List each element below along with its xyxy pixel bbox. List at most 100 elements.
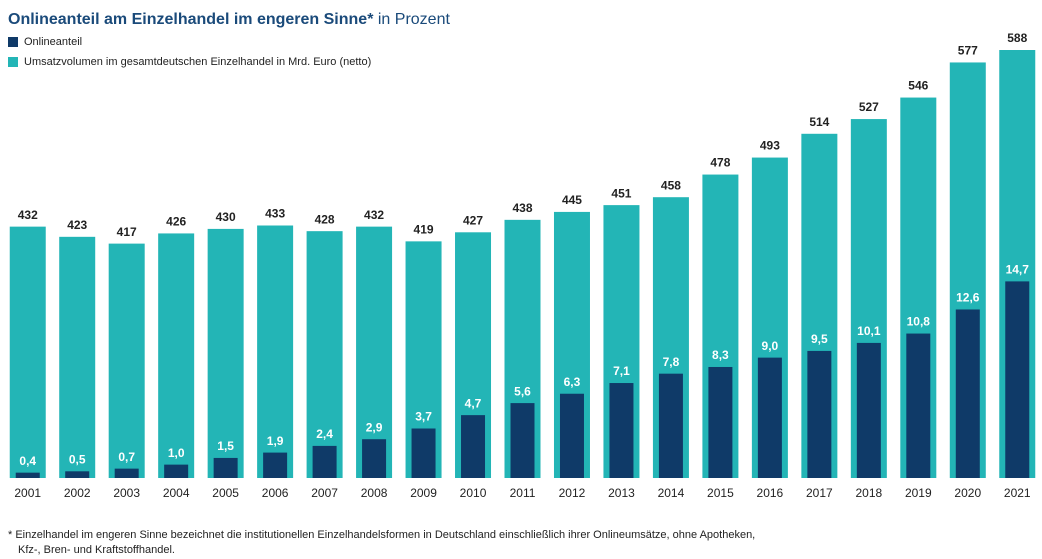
data-label: 438 [512,201,532,215]
x-tick-label: 2013 [608,486,635,500]
volume-bar [257,225,294,478]
online-bar [411,428,436,478]
data-label: 10,1 [857,324,881,338]
volume-bar [108,243,145,478]
x-tick-label: 2002 [64,486,91,500]
legend-label: Onlineanteil [24,36,82,48]
online-bar [362,439,387,478]
data-label: 0,4 [19,454,36,468]
data-label: 451 [611,186,631,200]
x-tick-label: 2017 [806,486,833,500]
x-tick-label: 2006 [262,486,289,500]
data-label: 478 [710,156,730,170]
data-label: 12,6 [956,291,980,305]
data-label: 3,7 [415,410,432,424]
online-bar [164,464,189,478]
volume-bar [306,231,343,478]
online-bar [906,333,931,478]
online-bar [559,393,584,478]
data-label: 6,3 [564,375,581,389]
x-tick-label: 2008 [361,486,388,500]
x-tick-label: 2020 [954,486,981,500]
x-tick-label: 2010 [460,486,487,500]
data-label: 4,7 [465,396,482,410]
data-label: 428 [315,212,335,226]
data-label: 5,6 [514,384,531,398]
volume-bar [59,236,96,478]
volume-bar [356,226,393,478]
data-label: 433 [265,207,285,221]
data-label: 14,7 [1006,263,1030,277]
data-label: 9,0 [762,339,779,353]
online-bar [510,403,535,478]
data-label: 7,1 [613,364,630,378]
data-label: 423 [67,218,87,232]
online-bar [708,366,733,478]
data-label: 588 [1007,31,1027,45]
online-bar [807,350,832,478]
data-label: 427 [463,213,483,227]
data-label: 9,5 [811,332,828,346]
legend-swatch [8,57,18,67]
x-tick-label: 2005 [212,486,239,500]
data-label: 493 [760,139,780,153]
data-label: 546 [908,79,928,93]
data-label: 0,7 [118,450,135,464]
data-label: 432 [364,208,384,222]
chart-title: Onlineanteil am Einzelhandel im engeren … [8,11,374,28]
data-label: 430 [216,210,236,224]
online-bar [15,472,40,478]
online-bar [856,342,881,478]
x-tick-label: 2018 [855,486,882,500]
data-label: 458 [661,178,681,192]
x-tick-label: 2012 [559,486,586,500]
data-label: 527 [859,100,879,114]
legend-swatch [8,37,18,47]
online-bar [757,357,782,478]
data-label: 1,9 [267,434,284,448]
data-label: 426 [166,215,186,229]
data-label: 514 [809,115,829,129]
volume-bar [9,226,46,478]
online-bar [609,383,634,478]
x-tick-label: 2004 [163,486,190,500]
chart-title-group: Onlineanteil am Einzelhandel im engeren … [8,11,450,28]
data-label: 432 [18,208,38,222]
data-label: 1,5 [217,439,234,453]
volume-bar [207,228,244,478]
chart-subtitle: in Prozent [378,11,451,28]
x-tick-label: 2014 [658,486,685,500]
data-label: 445 [562,193,582,207]
online-bar [312,445,337,478]
online-bar [65,471,90,478]
data-label: 1,0 [168,446,185,460]
x-tick-label: 2003 [113,486,140,500]
x-tick-label: 2007 [311,486,338,500]
x-tick-label: 2021 [1004,486,1031,500]
online-bar [955,309,980,478]
data-label: 10,8 [907,315,931,329]
data-label: 419 [414,223,434,237]
x-tick-label: 2019 [905,486,932,500]
data-label: 8,3 [712,348,729,362]
x-tick-label: 2015 [707,486,734,500]
x-tick-label: 2009 [410,486,437,500]
legend-label: Umsatzvolumen im gesamtdeutschen Einzelh… [24,56,371,68]
x-tick-label: 2011 [510,486,536,500]
data-label: 0,5 [69,452,86,466]
footnote: * Einzelhandel im engeren Sinne bezeichn… [8,529,755,541]
data-label: 2,9 [366,420,383,434]
volume-bar [158,233,195,478]
data-label: 7,8 [663,355,680,369]
online-bar [461,415,486,478]
x-tick-label: 2001 [14,486,41,500]
data-label: 417 [117,225,137,239]
x-tick-label: 2016 [757,486,784,500]
online-bar [658,373,683,478]
online-bar [1005,281,1030,478]
online-bar [263,452,288,478]
online-bar [114,468,139,478]
online-bar [213,457,238,478]
data-label: 577 [958,44,978,58]
